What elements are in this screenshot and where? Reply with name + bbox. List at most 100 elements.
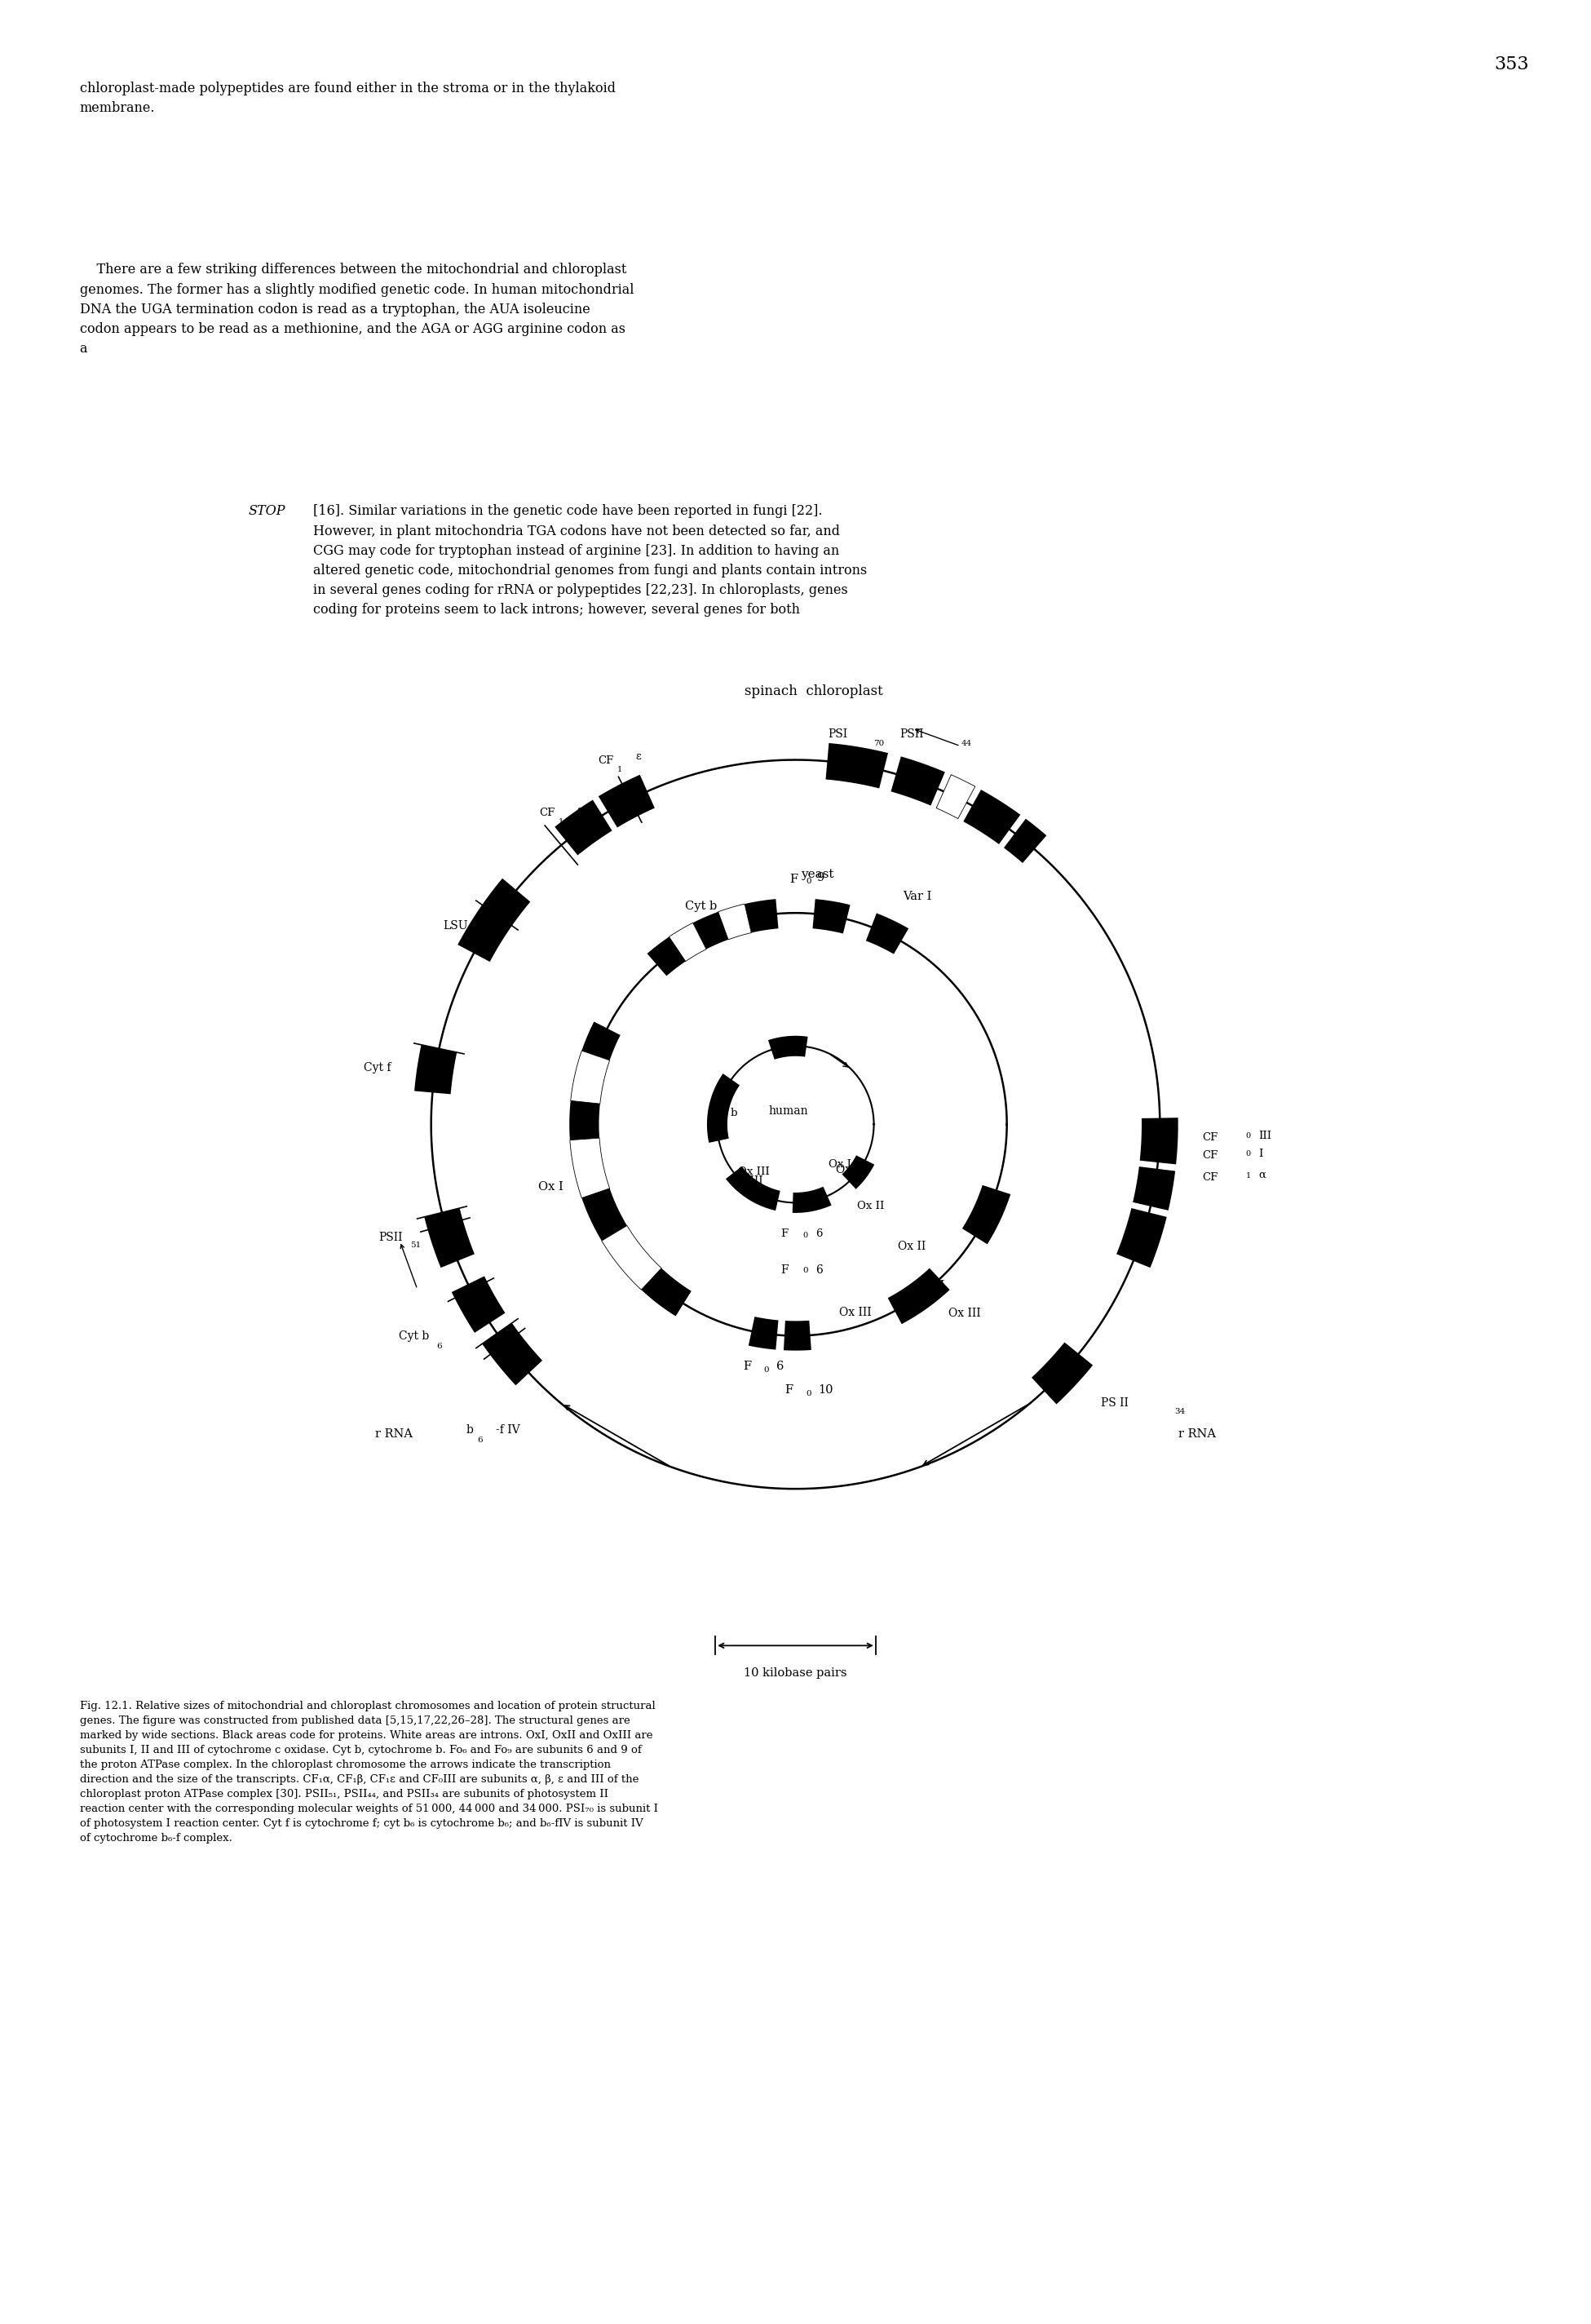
Text: spinach  chloroplast: spinach chloroplast	[745, 683, 883, 697]
Text: PSII: PSII	[899, 727, 923, 739]
Polygon shape	[582, 1023, 620, 1060]
Text: 10 kilobase pairs: 10 kilobase pairs	[745, 1666, 846, 1678]
Polygon shape	[842, 1155, 875, 1190]
Text: 51: 51	[410, 1241, 422, 1248]
Polygon shape	[1139, 1118, 1177, 1164]
Text: 0: 0	[1246, 1132, 1251, 1139]
Text: 0: 0	[764, 1367, 770, 1373]
Polygon shape	[891, 755, 945, 806]
Text: Cyt b: Cyt b	[684, 902, 716, 911]
Text: 0: 0	[803, 1232, 808, 1239]
Text: 70: 70	[873, 739, 885, 746]
Text: CF: CF	[539, 809, 555, 818]
Polygon shape	[648, 937, 686, 976]
Polygon shape	[571, 1050, 609, 1104]
Text: 44: 44	[961, 739, 972, 746]
Polygon shape	[582, 1188, 627, 1241]
Text: Ox I: Ox I	[538, 1181, 563, 1192]
Polygon shape	[414, 1046, 457, 1095]
Polygon shape	[936, 774, 975, 818]
Polygon shape	[706, 1074, 740, 1143]
Text: Ox II: Ox II	[916, 1281, 945, 1292]
Text: Ox III: Ox III	[738, 1167, 770, 1176]
Text: Ox I: Ox I	[829, 1160, 851, 1169]
Text: Var I: Var I	[902, 890, 932, 902]
Polygon shape	[718, 904, 751, 939]
Text: Ox I: Ox I	[835, 1164, 859, 1176]
Text: There are a few striking differences between the mitochondrial and chloroplast
g: There are a few striking differences bet…	[80, 263, 633, 356]
Text: III: III	[1258, 1129, 1271, 1141]
Text: b: b	[466, 1425, 474, 1436]
Text: 6: 6	[776, 1360, 784, 1371]
Text: F: F	[781, 1229, 788, 1239]
Polygon shape	[482, 1322, 543, 1385]
Polygon shape	[570, 1102, 600, 1141]
Text: Ox II: Ox II	[897, 1241, 926, 1253]
Text: Ox III: Ox III	[838, 1306, 872, 1318]
Text: β: β	[576, 809, 582, 818]
Text: I: I	[1258, 1148, 1263, 1160]
Polygon shape	[866, 913, 908, 955]
Polygon shape	[745, 899, 778, 932]
Text: 1: 1	[617, 767, 622, 774]
Polygon shape	[452, 1276, 506, 1332]
Text: CF: CF	[1203, 1150, 1217, 1162]
Polygon shape	[748, 1318, 778, 1350]
Text: CF: CF	[1203, 1132, 1217, 1143]
Text: 6: 6	[816, 1229, 823, 1239]
Polygon shape	[641, 1269, 692, 1315]
Text: human: human	[768, 1106, 808, 1118]
Text: ε: ε	[636, 751, 641, 762]
Text: Cyt b: Cyt b	[708, 1109, 737, 1118]
Polygon shape	[1117, 1208, 1166, 1267]
Text: -f IV: -f IV	[496, 1425, 520, 1436]
Text: CF: CF	[1203, 1171, 1217, 1183]
Text: 0: 0	[1246, 1150, 1251, 1157]
Text: 6: 6	[438, 1343, 442, 1350]
Polygon shape	[692, 911, 729, 948]
Polygon shape	[826, 744, 888, 788]
Text: F: F	[789, 874, 797, 885]
Text: F: F	[743, 1360, 751, 1371]
Text: 0: 0	[805, 878, 811, 885]
Polygon shape	[1133, 1167, 1176, 1211]
Polygon shape	[601, 1225, 662, 1290]
Text: Ox III: Ox III	[730, 1176, 762, 1188]
Text: PSI: PSI	[829, 727, 848, 739]
Text: 9: 9	[816, 872, 824, 883]
Polygon shape	[1004, 818, 1047, 862]
Text: LSU: LSU	[442, 920, 468, 932]
Text: 1: 1	[558, 818, 563, 825]
Text: PS II: PS II	[1101, 1397, 1130, 1408]
Polygon shape	[784, 1320, 811, 1350]
Text: 353: 353	[1494, 56, 1529, 74]
Polygon shape	[458, 878, 530, 962]
Polygon shape	[725, 1167, 780, 1211]
Polygon shape	[1031, 1343, 1093, 1404]
Text: 6: 6	[477, 1436, 482, 1443]
Polygon shape	[813, 899, 850, 934]
Text: STOP: STOP	[248, 504, 286, 518]
Text: 0: 0	[803, 1267, 808, 1274]
Polygon shape	[670, 923, 706, 962]
Text: F: F	[784, 1385, 792, 1397]
Text: 34: 34	[1174, 1408, 1185, 1415]
Polygon shape	[792, 1188, 832, 1213]
Text: 6: 6	[816, 1264, 823, 1276]
Text: 0: 0	[805, 1390, 811, 1397]
Polygon shape	[963, 790, 1020, 844]
Polygon shape	[598, 774, 655, 827]
Text: chloroplast-made polypeptides are found either in the stroma or in the thylakoid: chloroplast-made polypeptides are found …	[80, 81, 616, 114]
Text: Ox III: Ox III	[948, 1308, 982, 1318]
Polygon shape	[555, 799, 613, 855]
Text: CF: CF	[598, 755, 614, 767]
Polygon shape	[768, 1037, 808, 1060]
Text: r RNA: r RNA	[375, 1429, 414, 1441]
Text: yeast: yeast	[800, 869, 834, 881]
Text: PSII: PSII	[379, 1232, 403, 1243]
Polygon shape	[425, 1208, 474, 1267]
Text: α: α	[1258, 1169, 1266, 1181]
Polygon shape	[888, 1269, 950, 1325]
Text: 10: 10	[818, 1385, 834, 1397]
Text: [16]. Similar variations in the genetic code have been reported in fungi [22].
H: [16]. Similar variations in the genetic …	[313, 504, 867, 616]
